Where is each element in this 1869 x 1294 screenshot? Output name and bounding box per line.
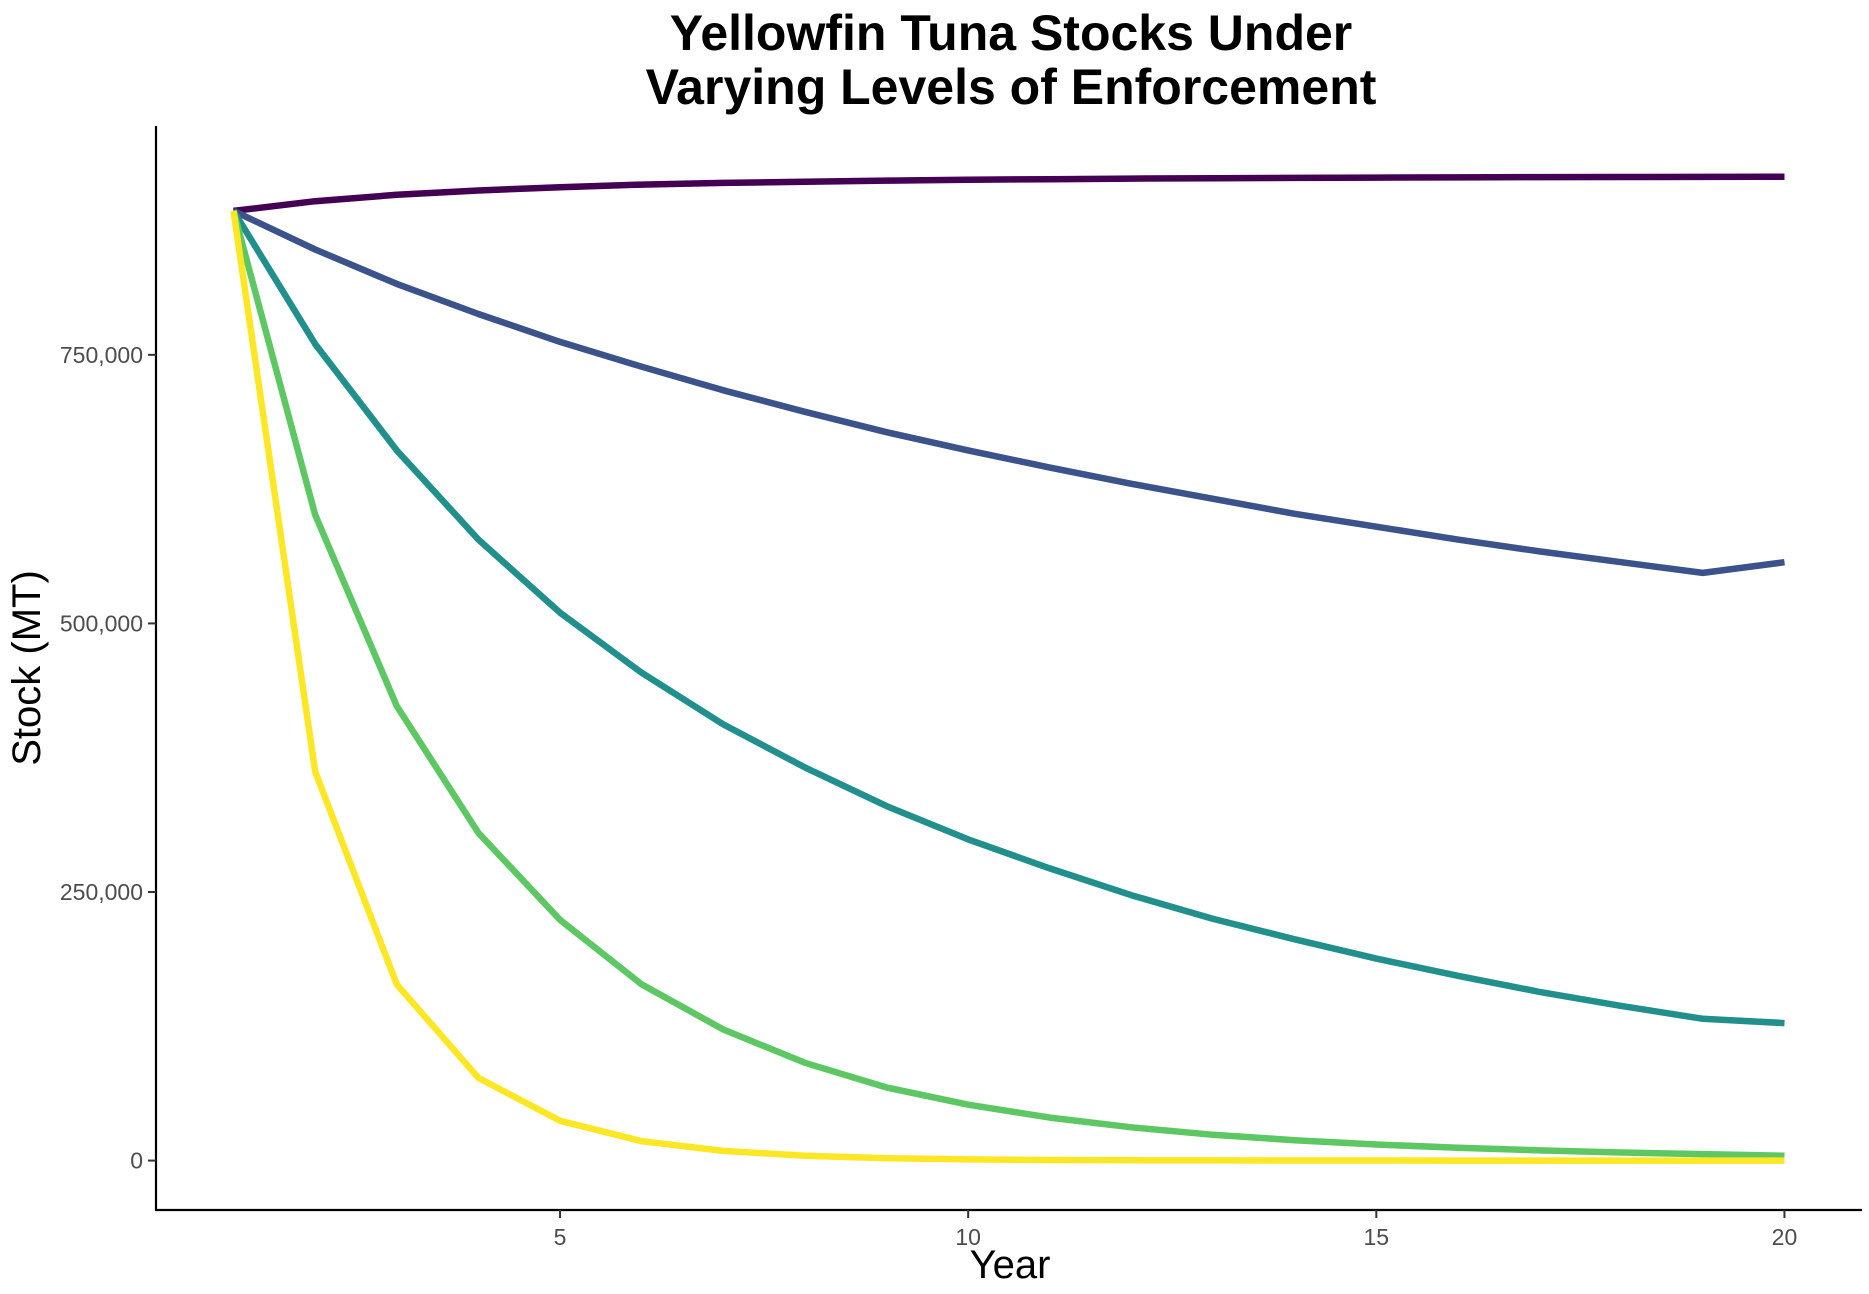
y-tick-label: 0 (130, 1148, 143, 1174)
x-axis-ticks: 5 10 15 20 (554, 1210, 1798, 1250)
y-tick-label: 250,000 (60, 879, 143, 905)
y-tick-label: 500,000 (60, 610, 143, 636)
series-line-1 (233, 173, 1785, 215)
series-line-4 (230, 210, 1785, 1159)
x-tick-label: 5 (554, 1224, 567, 1250)
x-tick-label: 20 (1772, 1224, 1798, 1250)
series-line-3 (230, 209, 1785, 1027)
series-line-2 (232, 207, 1785, 577)
x-axis-title: Year (970, 1243, 1051, 1287)
y-tick-label: 750,000 (60, 342, 143, 368)
plot-area (230, 173, 1785, 1164)
x-tick-label: 15 (1364, 1224, 1390, 1250)
series-line-5 (230, 210, 1785, 1164)
chart-title-line-2: Varying Levels of Enforcement (646, 59, 1377, 115)
y-axis-title: Stock (MT) (5, 570, 49, 766)
x-tick-label: 10 (955, 1224, 981, 1250)
chart-title-line-1: Yellowfin Tuna Stocks Under (670, 5, 1353, 61)
y-axis-ticks: 0 250,000 500,000 750,000 (60, 342, 156, 1174)
